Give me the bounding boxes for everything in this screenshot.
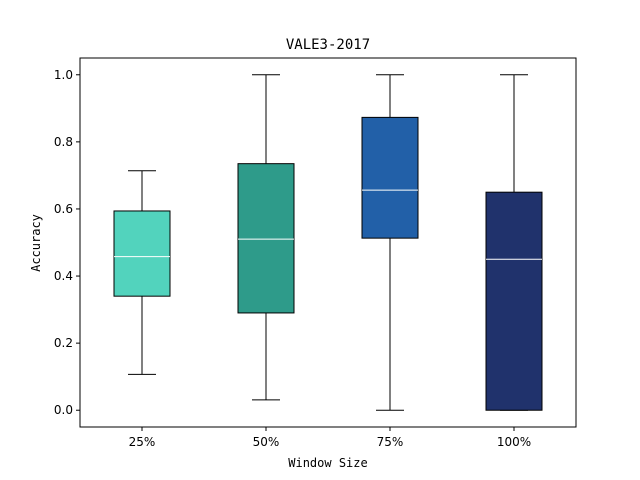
x-tick-label: 100% (497, 435, 531, 449)
x-tick-label: 25% (129, 435, 156, 449)
x-tick-label: 75% (377, 435, 404, 449)
plot-frame (79, 57, 577, 428)
chart-title: VALE3-2017 (286, 37, 370, 53)
x-tick-label: 50% (253, 435, 280, 449)
y-tick-label: 0.6 (54, 202, 73, 216)
y-tick-label: 0.0 (54, 403, 73, 417)
box-2 (361, 116, 419, 239)
y-tick-label: 1.0 (54, 68, 73, 82)
box-1 (237, 163, 295, 314)
x-axis-label: Window Size (288, 456, 367, 470)
y-tick-label: 0.2 (54, 336, 73, 350)
box-0 (113, 210, 171, 297)
y-tick-label: 0.8 (54, 135, 73, 149)
plot-area: 0.0 0.2 0.4 0.6 0.8 1.0 25% 50% 75% 100% (54, 68, 543, 449)
y-tick-label: 0.4 (54, 269, 73, 283)
box-3 (485, 191, 543, 411)
y-axis-label: Accuracy (29, 214, 43, 272)
